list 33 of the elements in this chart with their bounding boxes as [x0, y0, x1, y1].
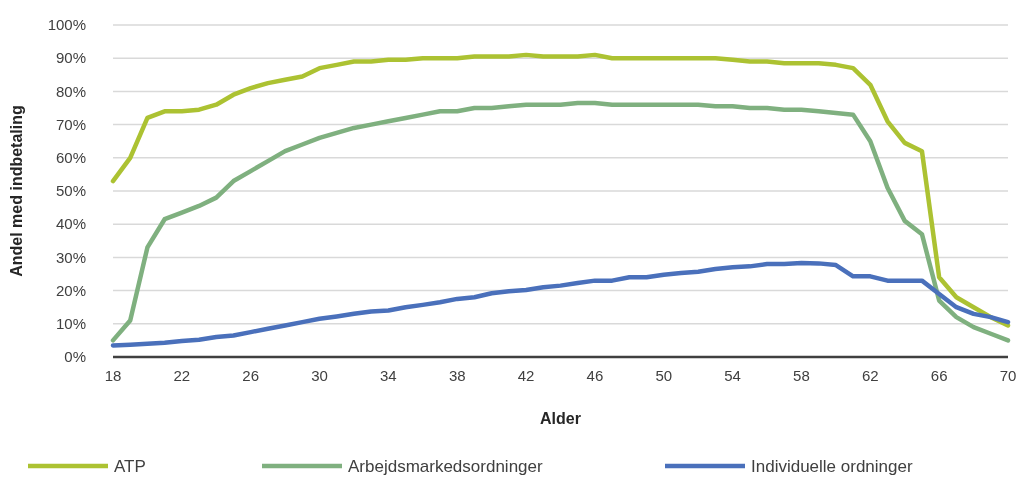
x-tick-label: 30	[311, 367, 328, 384]
y-tick-label: 50%	[55, 182, 86, 200]
y-tick-label: 90%	[55, 49, 86, 67]
y-tick-label: 30%	[55, 248, 86, 266]
x-tick-label: 22	[173, 367, 191, 384]
line-series	[110, 260, 1011, 348]
y-tick-label: 0%	[64, 348, 86, 366]
y-tick-label: 80%	[55, 82, 86, 100]
x-axis-title: Alder	[540, 410, 581, 427]
y-tick-label: 60%	[55, 149, 86, 167]
line-series	[110, 100, 1011, 343]
y-tick-label: 70%	[55, 115, 86, 133]
y-tick-label: 20%	[55, 281, 86, 299]
y-tick-label: 40%	[55, 215, 86, 233]
x-tick-label: 46	[586, 367, 604, 384]
y-axis-title: Andel med indbetaling	[8, 105, 25, 277]
x-tick-label: 34	[380, 367, 397, 384]
x-tick-label: 38	[448, 367, 466, 384]
x-tick-label: 54	[724, 367, 741, 384]
legend-label: ATP	[114, 456, 146, 476]
x-tick-label: 18	[104, 367, 122, 384]
x-tick-label: 42	[517, 367, 535, 384]
legend-label: Individuelle ordninger	[751, 456, 913, 476]
x-tick-label: 62	[861, 367, 879, 384]
y-tick-label: 10%	[55, 315, 86, 333]
x-tick-label: 26	[242, 367, 260, 384]
y-tick-label: 100%	[47, 16, 86, 34]
legend-label: Arbejdsmarkedsordninger	[348, 456, 543, 476]
x-tick-label: 66	[930, 367, 948, 384]
line-series	[110, 52, 1011, 328]
x-tick-label: 58	[793, 367, 810, 384]
x-tick-label: 50	[655, 367, 673, 384]
x-tick-label: 70	[999, 367, 1017, 384]
